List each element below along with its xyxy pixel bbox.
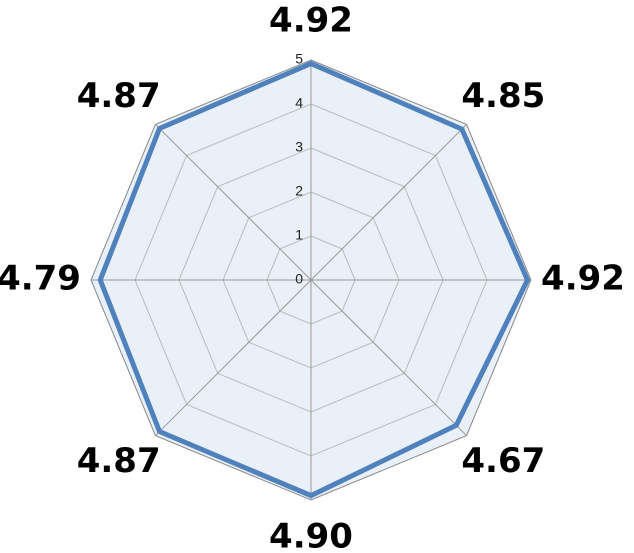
- y-tick-label: 2: [295, 183, 303, 199]
- data-label: 4.92: [541, 259, 625, 299]
- data-label: 4.90: [269, 517, 353, 553]
- data-label: 4.79: [0, 259, 81, 299]
- y-tick-label: 4: [295, 95, 303, 111]
- series-line: [97, 60, 531, 499]
- data-label: 4.87: [77, 441, 161, 481]
- axis-line: [155, 124, 312, 281]
- y-tick-label: 3: [295, 139, 303, 155]
- data-label: 4.85: [461, 76, 545, 116]
- axis-line: [310, 279, 467, 436]
- y-tick-label: 0: [295, 271, 303, 287]
- axis-line: [155, 279, 312, 436]
- data-label: 4.92: [269, 1, 353, 41]
- y-tick-label: 5: [295, 51, 303, 67]
- data-label: 4.87: [77, 76, 161, 116]
- data-label: 4.67: [461, 441, 545, 481]
- y-tick-label: 1: [295, 227, 303, 243]
- axis-line: [310, 124, 467, 281]
